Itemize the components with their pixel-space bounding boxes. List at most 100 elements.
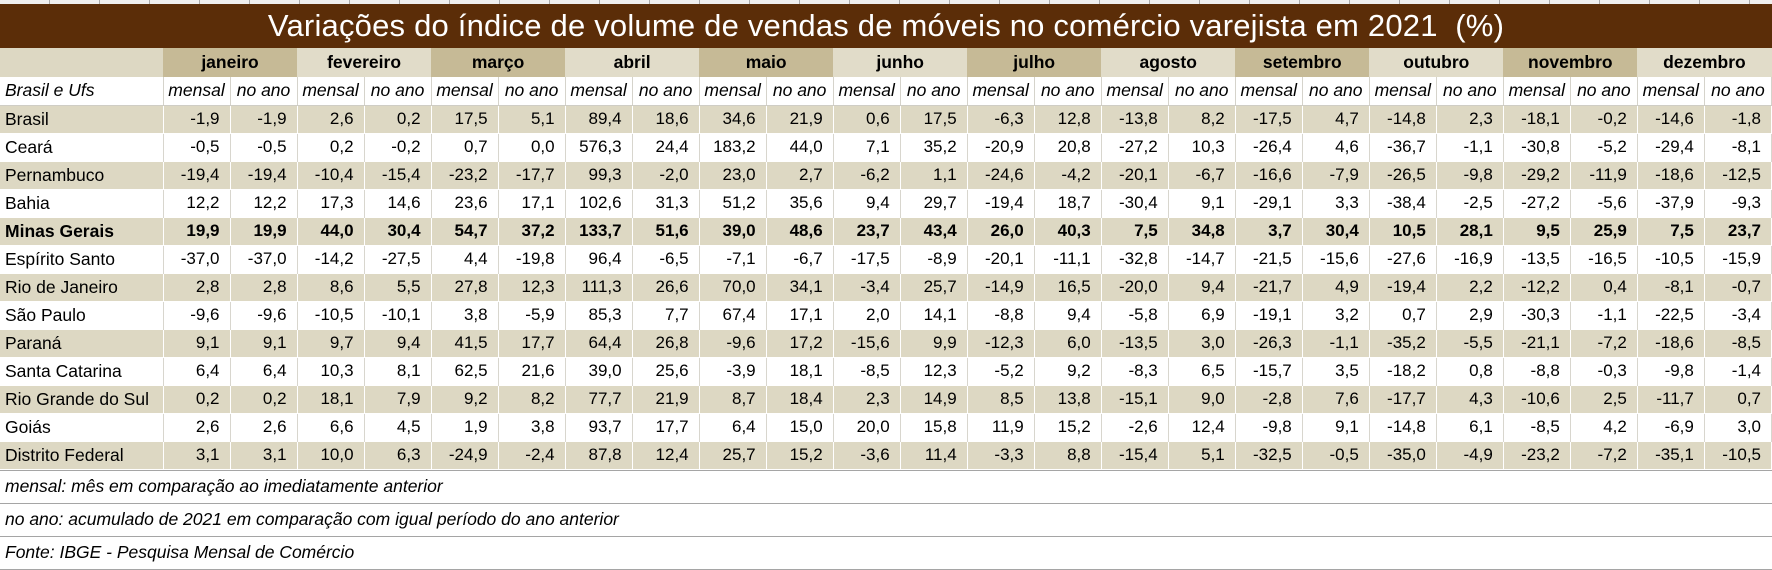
value-cell: -0,2 <box>1570 105 1638 133</box>
value-cell: -7,1 <box>699 245 767 273</box>
subheader-junho-mensal: mensal <box>833 77 901 106</box>
value-cell: 7,7 <box>632 301 700 329</box>
row-label: Santa Catarina <box>0 357 164 385</box>
month-header-julho: julho <box>967 48 1102 77</box>
value-cell: 8,7 <box>699 385 767 413</box>
subheader-novembro-mensal: mensal <box>1503 77 1571 106</box>
table-row: Pernambuco -19,4 -19,4 -10,4 -15,4 -23,2 -17,7… <box>0 161 1772 189</box>
value-cell: 0,2 <box>163 385 231 413</box>
value-cell: -14,9 <box>967 273 1035 301</box>
value-cell: 0,7 <box>1369 301 1437 329</box>
value-cell: 29,7 <box>900 189 968 217</box>
value-cell: -27,2 <box>1101 133 1169 161</box>
value-cell: 6,9 <box>1168 301 1236 329</box>
value-cell: 93,7 <box>565 413 633 441</box>
value-cell: 4,4 <box>431 245 499 273</box>
value-cell: -15,7 <box>1235 357 1303 385</box>
value-cell: 17,3 <box>297 189 365 217</box>
row-label: Espírito Santo <box>0 245 164 273</box>
value-cell: 9,9 <box>900 329 968 357</box>
value-cell: 9,4 <box>364 329 432 357</box>
value-cell: 9,1 <box>163 329 231 357</box>
value-cell: 11,9 <box>967 413 1035 441</box>
value-cell: 67,4 <box>699 301 767 329</box>
value-cell: 2,8 <box>163 273 231 301</box>
value-cell: 15,0 <box>766 413 834 441</box>
value-cell: -22,5 <box>1637 301 1705 329</box>
value-cell: 8,2 <box>1168 105 1236 133</box>
value-cell: 16,5 <box>1034 273 1102 301</box>
value-cell: 25,9 <box>1570 217 1638 245</box>
value-cell: 17,7 <box>498 329 566 357</box>
value-cell: 18,7 <box>1034 189 1102 217</box>
value-cell: -7,9 <box>1302 161 1370 189</box>
value-cell: 111,3 <box>565 273 633 301</box>
value-cell: -15,9 <box>1704 245 1772 273</box>
value-cell: -1,9 <box>230 105 298 133</box>
value-cell: 9,4 <box>833 189 901 217</box>
value-cell: -1,1 <box>1570 301 1638 329</box>
value-cell: -9,6 <box>699 329 767 357</box>
value-cell: 8,2 <box>498 385 566 413</box>
value-cell: 0,8 <box>1436 357 1504 385</box>
value-cell: 183,2 <box>699 133 767 161</box>
value-cell: -6,2 <box>833 161 901 189</box>
value-cell: 6,4 <box>699 413 767 441</box>
value-cell: 25,7 <box>900 273 968 301</box>
value-cell: 44,0 <box>766 133 834 161</box>
page-title: Variações do índice de volume de vendas … <box>0 4 1772 48</box>
value-cell: -2,6 <box>1101 413 1169 441</box>
value-cell: 19,9 <box>163 217 231 245</box>
value-cell: -26,3 <box>1235 329 1303 357</box>
value-cell: 9,2 <box>431 385 499 413</box>
month-header-maio: maio <box>699 48 834 77</box>
value-cell: -9,6 <box>230 301 298 329</box>
value-cell: 4,9 <box>1302 273 1370 301</box>
footnote-no-ano: no ano: acumulado de 2021 em comparação … <box>0 503 1772 537</box>
value-cell: 18,1 <box>297 385 365 413</box>
value-cell: -36,7 <box>1369 133 1437 161</box>
value-cell: 18,6 <box>632 105 700 133</box>
value-cell: -6,9 <box>1637 413 1705 441</box>
value-cell: 8,1 <box>364 357 432 385</box>
table-row: Distrito Federal 3,1 3,1 10,0 6,3 -24,9 -2,4 87… <box>0 441 1772 469</box>
subheader-julho-mensal: mensal <box>967 77 1035 106</box>
value-cell: 25,6 <box>632 357 700 385</box>
row-label: Pernambuco <box>0 161 164 189</box>
value-cell: -1,8 <box>1704 105 1772 133</box>
value-cell: 21,9 <box>632 385 700 413</box>
value-cell: 2,6 <box>163 413 231 441</box>
value-cell: -18,1 <box>1503 105 1571 133</box>
value-cell: -27,5 <box>364 245 432 273</box>
value-cell: -14,2 <box>297 245 365 273</box>
value-cell: -18,6 <box>1637 329 1705 357</box>
value-cell: 89,4 <box>565 105 633 133</box>
value-cell: 30,4 <box>364 217 432 245</box>
value-cell: 34,6 <box>699 105 767 133</box>
value-cell: 7,6 <box>1302 385 1370 413</box>
value-cell: 4,2 <box>1570 413 1638 441</box>
value-cell: -15,4 <box>364 161 432 189</box>
value-cell: 10,5 <box>1369 217 1437 245</box>
subheader-setembro-mensal: mensal <box>1235 77 1303 106</box>
value-cell: 6,3 <box>364 441 432 469</box>
value-cell: -32,5 <box>1235 441 1303 469</box>
month-header-row: janeiro fevereiro março abril maio junho julho… <box>0 48 1772 77</box>
value-cell: -5,6 <box>1570 189 1638 217</box>
value-cell: -17,5 <box>833 245 901 273</box>
month-header-fevereiro: fevereiro <box>297 48 432 77</box>
value-cell: 10,0 <box>297 441 365 469</box>
value-cell: 7,9 <box>364 385 432 413</box>
value-cell: 17,1 <box>766 301 834 329</box>
table-row: Santa Catarina 6,4 6,4 10,3 8,1 62,5 21,6 39,0 2… <box>0 357 1772 385</box>
value-cell: 87,8 <box>565 441 633 469</box>
subheader-dezembro-mensal: mensal <box>1637 77 1705 106</box>
value-cell: 8,5 <box>967 385 1035 413</box>
subheader-maio-no-ano: no ano <box>766 77 834 106</box>
value-cell: 2,8 <box>230 273 298 301</box>
value-cell: -11,7 <box>1637 385 1705 413</box>
value-cell: 3,1 <box>163 441 231 469</box>
value-cell: 9,4 <box>1034 301 1102 329</box>
value-cell: 37,2 <box>498 217 566 245</box>
subheader-março-mensal: mensal <box>431 77 499 106</box>
